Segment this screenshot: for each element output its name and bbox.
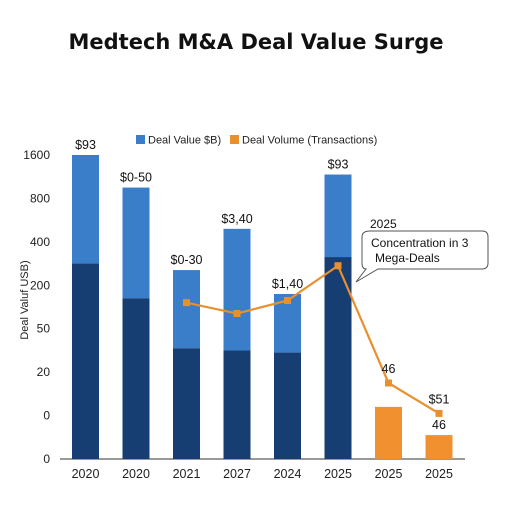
bar-deal-value-bottom (72, 263, 99, 459)
bar-deal-value-bottom (173, 348, 200, 459)
y-tick-label: 400 (30, 235, 50, 249)
data-label: 46 (382, 362, 396, 376)
volume-line-point (183, 299, 190, 307)
y-tick-label: 20 (37, 365, 51, 379)
data-label: 46 (432, 418, 446, 432)
x-tick-label: 2021 (173, 467, 201, 481)
y-tick-label: 1600 (23, 148, 50, 162)
legend-label-deal-value: Deal Value $B) (148, 135, 221, 147)
volume-line-point (334, 262, 342, 270)
volume-line-point (284, 296, 291, 304)
bar-deal-value-top (324, 174, 352, 258)
legend-swatch-deal-volume (230, 135, 239, 144)
annotation-year: 2025 (370, 217, 397, 231)
bar-deal-volume (375, 406, 402, 459)
x-tick-label: 2025 (375, 467, 403, 481)
x-tick-label: 2025 (324, 467, 352, 481)
data-label: $93 (328, 158, 349, 172)
bar-deal-value-top (173, 270, 200, 349)
x-tick-label: 2024 (274, 467, 302, 481)
legend-label-deal-volume: Deal Volume (Transactions) (242, 135, 377, 147)
annotation-text-line1: Concentration in 3 (371, 236, 469, 250)
volume-line-point (385, 379, 392, 387)
y-tick-labels: 0 0 20 50 200 400 800 1600 (23, 148, 50, 466)
bar-deal-value-bottom (324, 257, 352, 459)
bar-deal-volume (425, 435, 453, 459)
volume-line-path (186, 264, 440, 415)
volume-line (183, 262, 443, 417)
bar-deal-value-bottom (274, 352, 301, 459)
bar-deal-value-top (223, 228, 251, 351)
y-tick-label: 0 (43, 409, 50, 423)
data-label: $3,40 (221, 212, 252, 226)
data-label: $93 (75, 138, 96, 152)
bar-deal-value-top (122, 187, 150, 299)
y-tick-label: 0 (43, 452, 50, 466)
bar-deal-value-bottom (122, 298, 150, 459)
data-label: $0-30 (171, 253, 203, 267)
y-tick-label: 800 (30, 191, 50, 205)
x-tick-label: 2025 (425, 467, 453, 481)
chart-title: Medtech M&A Deal Value Surge (68, 30, 444, 54)
x-tick-label: 2020 (122, 467, 150, 481)
y-tick-label: 200 (30, 278, 50, 292)
data-label: $0-50 (120, 171, 152, 185)
bar-deal-value-top (72, 155, 99, 264)
x-tick-label: 2020 (72, 467, 100, 481)
annotation-callout-box (355, 230, 489, 283)
y-tick-label: 50 (37, 322, 51, 336)
x-tick-labels: 2020 2020 2021 2027 2024 2025 2025 2025 (72, 467, 453, 481)
bar-deal-value-bottom (223, 350, 251, 459)
legend: Deal Value $B) Deal Volume (Transactions… (136, 135, 377, 147)
x-tick-label: 2027 (223, 467, 251, 481)
data-label: $1,40 (272, 277, 303, 291)
legend-swatch-deal-value (136, 135, 145, 144)
annotation: 2025 Concentration in 3 Mega-Deals (355, 217, 489, 283)
data-labels: $93 $0-50 $0-30 $3,40 $1,40 $93 46 $51 46 (75, 138, 449, 432)
annotation-text-line2: Mega-Deals (375, 251, 440, 265)
data-label: $51 (429, 392, 450, 406)
y-axis-label: Deal Valuf USB) (19, 260, 31, 339)
volume-line-point (435, 409, 443, 417)
volume-line-point (233, 310, 241, 318)
